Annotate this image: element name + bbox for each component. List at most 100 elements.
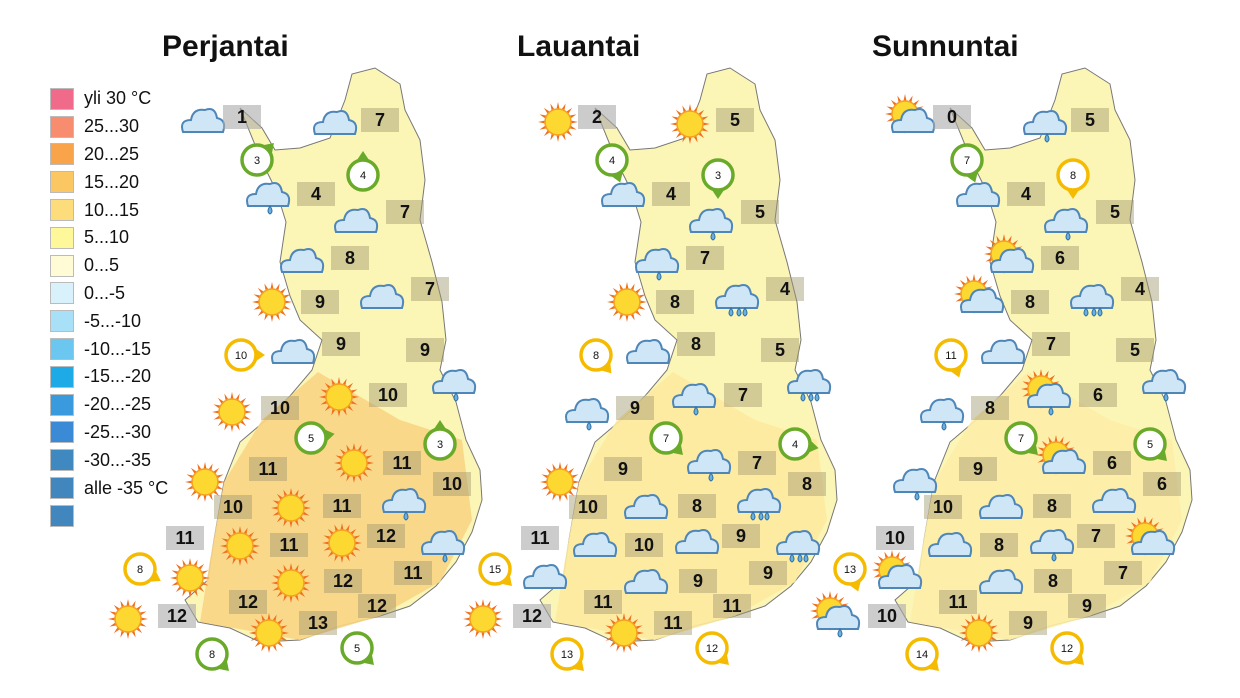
temperature-label: 8 [678, 494, 716, 518]
temperature-label: 11 [249, 457, 287, 481]
wind-speed: 4 [609, 155, 615, 167]
cloud-marker [624, 569, 669, 594]
wind-marker: 10 [224, 338, 265, 372]
temperature-label: 9 [604, 457, 642, 481]
wind-speed: 3 [437, 439, 443, 451]
cloud-marker [280, 248, 325, 273]
cloud-marker [624, 494, 669, 519]
raindrop-icon [586, 421, 592, 431]
cloud-icon [624, 569, 669, 594]
legend-item: 20...25 [50, 141, 168, 169]
cloud-icon [928, 532, 973, 557]
rain-cloud-icon [687, 449, 732, 482]
cloud-marker [181, 108, 226, 133]
cloud-icon [334, 208, 379, 233]
temperature-label: 13 [299, 611, 337, 635]
sun-icon [271, 563, 311, 603]
heavy-rain-cloud-marker [715, 284, 760, 317]
legend-label: -5...-10 [84, 310, 142, 331]
sun-icon [670, 104, 710, 144]
cloud-icon [523, 564, 568, 589]
rain-cloud-marker [246, 182, 291, 215]
rain-cloud-icon [382, 488, 427, 521]
legend-item [50, 502, 168, 530]
sun-icon [220, 526, 260, 566]
legend-label: -10...-15 [84, 338, 152, 359]
sun-marker [108, 599, 148, 639]
wind-speed: 7 [1018, 433, 1024, 445]
temperature-label: 12 [513, 604, 551, 628]
wind-marker: 3 [701, 158, 735, 199]
sun-cloud-marker [954, 274, 1005, 314]
temperature-label: 11 [270, 533, 308, 557]
sun-icon [322, 523, 362, 563]
cloud-icon [181, 108, 226, 133]
cloud-icon [271, 339, 316, 364]
legend-swatch [50, 310, 74, 333]
sun-cloud-marker [885, 94, 936, 134]
legend-label: -30...-35 [84, 449, 152, 470]
sun-marker [271, 563, 311, 603]
wind-marker: 8 [123, 552, 161, 586]
rain-cloud-icon [1027, 383, 1072, 416]
raindrop-icon [1044, 133, 1050, 143]
cloud-icon [626, 339, 671, 364]
sun-marker [220, 526, 260, 566]
rain-cloud-icon [689, 208, 734, 241]
cloud-marker [979, 569, 1024, 594]
temperature-label: 8 [1011, 290, 1049, 314]
cloud-icon [979, 569, 1024, 594]
wind-marker: 3 [423, 420, 457, 461]
raindrop-icon [403, 511, 409, 521]
rain-cloud-icon [565, 398, 610, 431]
sun-icon [108, 599, 148, 639]
legend-label: 5...10 [84, 227, 130, 248]
raindrop-icon [1051, 552, 1057, 562]
temperature-label: 7 [386, 200, 424, 224]
temperature-label: 11 [394, 561, 432, 585]
wind-marker: 3 [240, 143, 274, 177]
sun-icon [959, 613, 999, 653]
raindrop-icon [837, 628, 843, 638]
legend-swatch [50, 226, 74, 249]
sun-icon [212, 392, 252, 432]
temperature-label: 12 [367, 524, 405, 548]
wind-speed: 3 [254, 155, 260, 167]
temperature-label: 4 [297, 182, 335, 206]
temperature-label: 9 [322, 332, 360, 356]
raindrop-icon [708, 472, 714, 482]
legend-item: -15...-20 [50, 363, 168, 391]
rain-cloud-marker [1023, 110, 1068, 143]
sun-icon [249, 613, 289, 653]
cloud-icon [1042, 449, 1087, 474]
wind-speed: 12 [1061, 643, 1073, 655]
cloud-icon [956, 182, 1001, 207]
temperature-label: 7 [724, 383, 762, 407]
rain-cloud-icon [715, 284, 760, 317]
temperature-label: 8 [331, 246, 369, 270]
temperature-label: 8 [980, 533, 1018, 557]
temperature-label: 10 [868, 604, 906, 628]
raindrop-icon [453, 392, 459, 402]
temperature-label: 5 [741, 200, 779, 224]
rain-cloud-marker [672, 383, 717, 416]
temperature-label: 5 [761, 338, 799, 362]
rain-cloud-icon [816, 605, 861, 638]
cloud-marker [626, 339, 671, 364]
cloud-icon [891, 108, 936, 133]
sun-marker [334, 443, 374, 483]
temperature-label: 11 [713, 594, 751, 618]
legend-swatch [50, 365, 74, 388]
temperature-label: 5 [1071, 108, 1109, 132]
legend-label: 10...15 [84, 199, 140, 220]
sun-marker [463, 599, 503, 639]
wind-marker: 8 [195, 637, 229, 671]
wind-speed: 5 [1147, 439, 1153, 451]
sun-marker [212, 392, 252, 432]
cloud-marker [601, 182, 646, 207]
heavy-rain-cloud-marker [787, 369, 832, 402]
raindrop-icon [742, 307, 748, 317]
raindrop-icon [803, 553, 809, 563]
cloud-icon [313, 110, 358, 135]
wind-speed: 7 [663, 433, 669, 445]
